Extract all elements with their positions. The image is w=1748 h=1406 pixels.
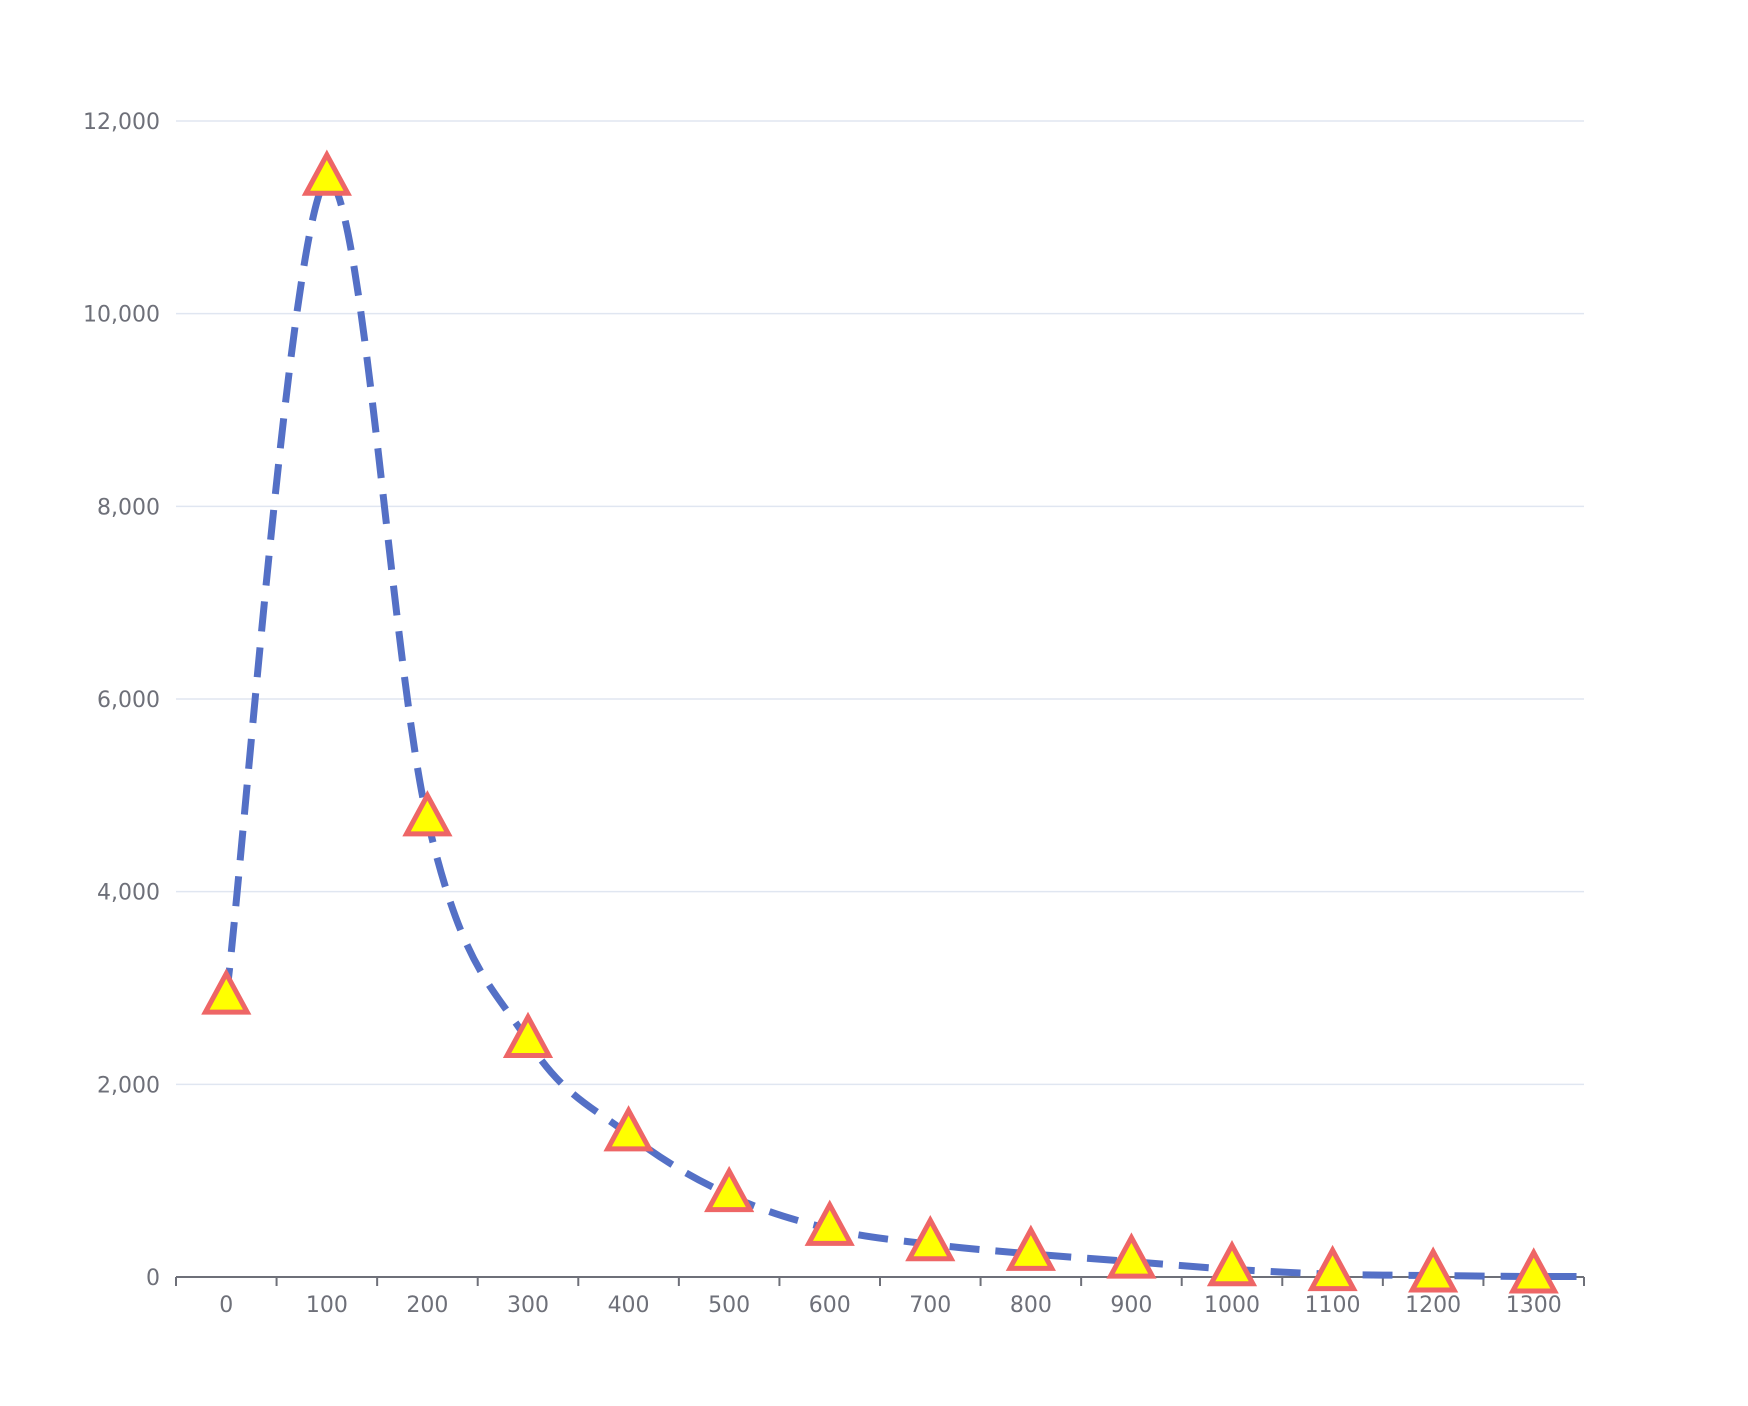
y-axis: 0 2,000 4,000 6,000 8,000 10,000 12,000 — [83, 110, 160, 1291]
data-point-marker[interactable] — [502, 1011, 554, 1058]
data-point-marker[interactable] — [804, 1199, 855, 1246]
x-tick-label: 900 — [1110, 1293, 1152, 1318]
y-tick-label: 4,000 — [97, 881, 160, 906]
x-tick-label: 1000 — [1204, 1293, 1260, 1318]
x-tick-label: 1300 — [1506, 1293, 1562, 1318]
x-tick-label: 0 — [219, 1293, 233, 1318]
grid-lines — [176, 120, 1584, 1086]
y-tick-label: 2,000 — [97, 1073, 160, 1098]
x-tick-label: 1200 — [1405, 1293, 1461, 1318]
y-tick-label: 0 — [146, 1266, 160, 1291]
series-line-0 — [222, 175, 1584, 1281]
x-tick-label: 1100 — [1305, 1293, 1361, 1318]
x-tick-label: 500 — [708, 1293, 750, 1318]
data-point-marker[interactable] — [1005, 1224, 1056, 1271]
x-tick-label: 200 — [406, 1293, 448, 1318]
y-tick-label: 12,000 — [83, 110, 160, 135]
x-tick-label: 400 — [608, 1293, 650, 1318]
marker-layer — [201, 149, 1559, 1294]
data-point-marker[interactable] — [1408, 1246, 1459, 1293]
data-point-marker[interactable] — [201, 968, 252, 1015]
data-point-marker[interactable] — [1307, 1244, 1358, 1292]
data-point-marker[interactable] — [1106, 1232, 1157, 1279]
x-tick-label: 300 — [507, 1293, 549, 1318]
data-point-marker[interactable] — [704, 1165, 755, 1213]
y-tick-label: 6,000 — [97, 688, 160, 713]
data-point-marker[interactable] — [603, 1105, 654, 1152]
data-point-marker[interactable] — [905, 1215, 956, 1262]
x-tick-label: 800 — [1010, 1293, 1052, 1318]
data-point-marker[interactable] — [402, 790, 453, 837]
data-point-marker[interactable] — [1206, 1240, 1258, 1287]
x-tick-label: 100 — [306, 1293, 348, 1318]
x-axis: 0 100 200 300 400 500 600 700 800 900 1000 1100 1200… — [175, 1276, 1585, 1318]
series-layer — [222, 175, 1584, 1281]
x-tick-label: 600 — [809, 1293, 851, 1318]
data-point-marker[interactable] — [1508, 1247, 1559, 1294]
x-tick-label: 700 — [909, 1293, 951, 1318]
y-tick-label: 8,000 — [97, 495, 160, 520]
data-point-marker[interactable] — [301, 149, 352, 196]
y-tick-label: 10,000 — [83, 303, 160, 328]
